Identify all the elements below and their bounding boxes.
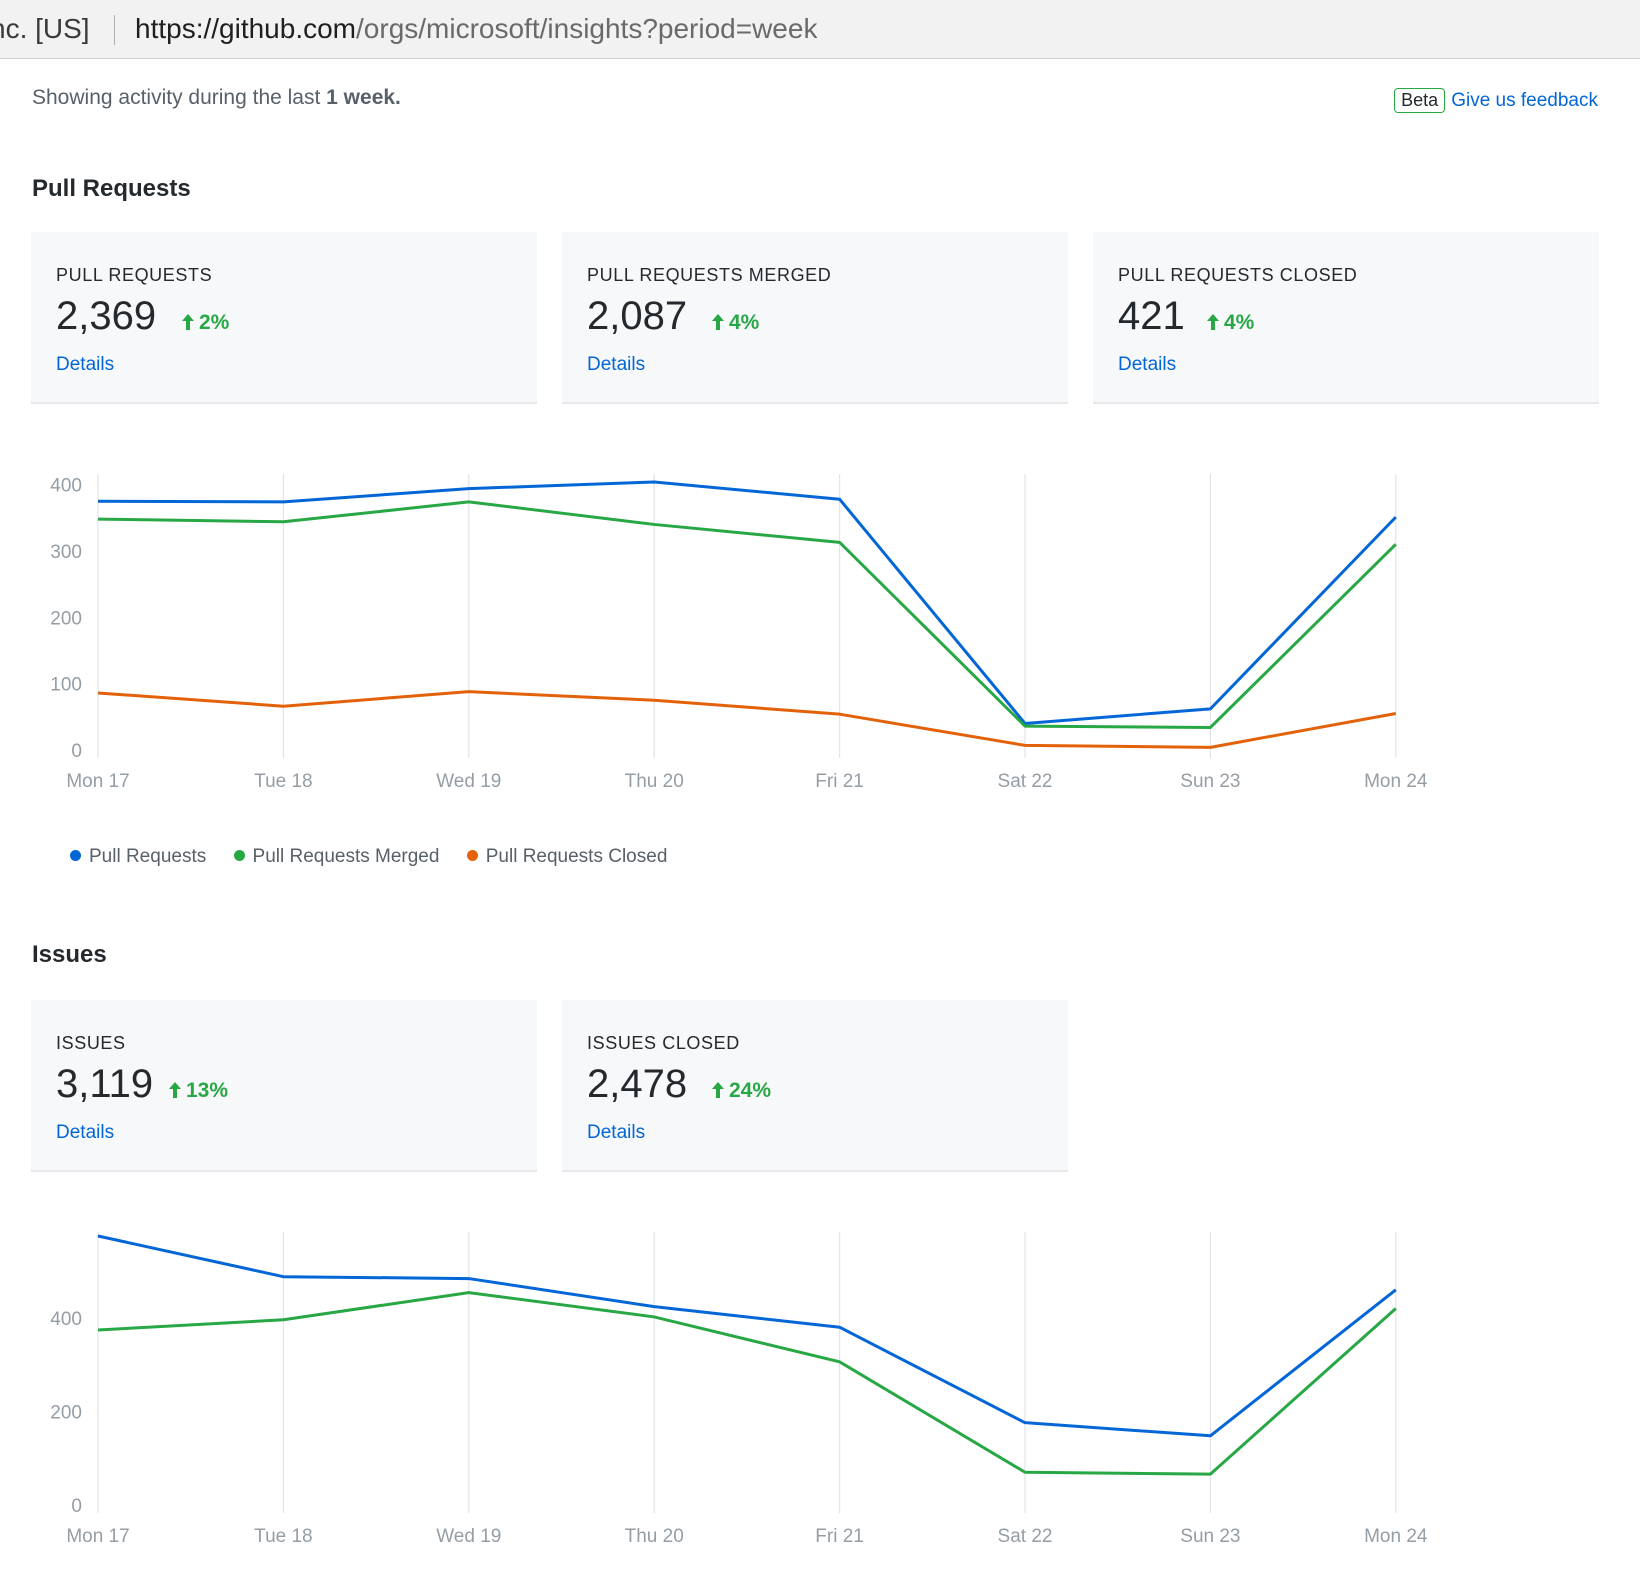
x-tick-label: Sun 23 — [1180, 1526, 1240, 1547]
legend-label: Pull Requests Merged — [252, 846, 440, 867]
series-line-0 — [97, 480, 1397, 725]
y-tick-label: 400 — [50, 476, 82, 497]
arrow-up-icon — [712, 314, 724, 330]
change-percent: 4% — [1224, 311, 1255, 334]
card-change: 4% — [712, 311, 759, 335]
legend-label: Pull Requests — [89, 846, 207, 867]
series-line-1 — [97, 1291, 1397, 1476]
x-tick-label: Thu 20 — [625, 1526, 684, 1547]
pull-requests-chart: Mon 17 Tue 18 Wed 19 Thu 20 Fri 21 Sat 22 Sun … — [50, 474, 1428, 792]
issues-chart: Mon 17 Tue 18 Wed 19 Thu 20 Fri 21 Sat 22 Sun … — [50, 1232, 1428, 1547]
card-label: PULL REQUESTS MERGED — [587, 265, 832, 285]
change-percent: 2% — [199, 311, 230, 334]
legend-dot — [233, 850, 245, 861]
card-change: 2% — [182, 311, 229, 335]
y-tick-label: 0 — [71, 1496, 82, 1517]
issues-heading: Issues — [32, 941, 107, 968]
activity-period: 1 week. — [326, 86, 401, 109]
beta-badge: Beta — [1394, 88, 1446, 113]
x-tick-label: Thu 20 — [625, 771, 684, 792]
details-link[interactable]: Details — [1118, 354, 1177, 375]
give-feedback-link[interactable]: Give us feedback — [1451, 90, 1598, 111]
series-line-1 — [97, 500, 1397, 729]
y-tick-label: 200 — [50, 1402, 82, 1423]
pull-requests-heading: Pull Requests — [32, 175, 191, 202]
url-host: https://github.com — [135, 13, 357, 44]
x-tick-label: Tue 18 — [254, 1526, 312, 1547]
url-text[interactable]: https://github.com/orgs/microsoft/insigh… — [135, 0, 817, 58]
card-value: 421 — [1118, 294, 1185, 338]
address-bar[interactable]: nc. [US] https://github.com/orgs/microso… — [0, 0, 1640, 59]
card-change: 13% — [169, 1079, 228, 1103]
details-link[interactable]: Details — [56, 354, 115, 375]
change-percent: 13% — [186, 1079, 229, 1102]
arrow-up-icon — [712, 1082, 724, 1098]
pull-requests-legend: Pull Requests Pull Requests Merged Pull … — [70, 846, 689, 868]
details-link[interactable]: Details — [587, 354, 646, 375]
issues-closed-card: ISSUES CLOSED 2,478 24% Details — [562, 1000, 1068, 1172]
x-tick-label: Mon 24 — [1364, 771, 1428, 792]
x-tick-label: Sat 22 — [998, 1526, 1053, 1547]
card-label: ISSUES — [56, 1033, 126, 1053]
card-label: ISSUES CLOSED — [587, 1033, 740, 1053]
card-label: PULL REQUESTS CLOSED — [1118, 265, 1358, 285]
series-line-2 — [97, 690, 1397, 749]
arrow-up-icon — [1207, 314, 1219, 330]
card-value: 3,119 — [56, 1062, 154, 1106]
y-tick-label: 100 — [50, 675, 82, 696]
feedback: Beta Give us feedback — [1394, 88, 1598, 113]
activity-summary: Showing activity during the last 1 week. — [32, 86, 401, 110]
legend-label: Pull Requests Closed — [485, 846, 668, 867]
legend-item-pull-requests-closed[interactable]: Pull Requests Closed — [466, 846, 668, 868]
details-link[interactable]: Details — [587, 1122, 646, 1143]
legend-item-pull-requests-merged[interactable]: Pull Requests Merged — [233, 846, 440, 868]
y-tick-label: 400 — [50, 1309, 82, 1330]
change-percent: 4% — [729, 311, 760, 334]
x-tick-label: Mon 17 — [66, 1526, 129, 1547]
legend-item-pull-requests[interactable]: Pull Requests — [70, 846, 206, 868]
arrow-up-icon — [182, 314, 194, 330]
y-tick-label: 0 — [71, 741, 82, 762]
x-tick-label: Mon 17 — [66, 771, 129, 792]
activity-prefix: Showing activity during the last — [32, 86, 321, 109]
x-tick-label: Wed 19 — [436, 1526, 501, 1547]
card-change: 4% — [1207, 311, 1254, 335]
card-label: PULL REQUESTS — [56, 265, 213, 285]
legend-dot — [70, 850, 81, 861]
issues-card: ISSUES 3,119 13% Details — [31, 1000, 537, 1172]
card-value: 2,478 — [587, 1062, 688, 1106]
x-tick-label: Sat 22 — [998, 771, 1053, 792]
address-divider — [114, 15, 115, 45]
legend-dot — [466, 850, 478, 861]
x-tick-label: Wed 19 — [436, 771, 501, 792]
pull-requests-closed-card: PULL REQUESTS CLOSED 421 4% Details — [1093, 232, 1599, 404]
card-change: 24% — [712, 1079, 771, 1103]
y-tick-label: 300 — [50, 542, 82, 563]
details-link[interactable]: Details — [56, 1122, 115, 1143]
pull-requests-merged-card: PULL REQUESTS MERGED 2,087 4% Details — [562, 232, 1068, 404]
card-value: 2,087 — [587, 294, 688, 338]
card-value: 2,369 — [56, 294, 157, 338]
x-tick-label: Fri 21 — [815, 771, 864, 792]
site-owner-label: nc. [US] — [0, 13, 90, 44]
x-tick-label: Tue 18 — [254, 771, 312, 792]
x-tick-label: Mon 24 — [1364, 1526, 1428, 1547]
x-tick-label: Fri 21 — [815, 1526, 864, 1547]
y-tick-label: 200 — [50, 608, 82, 629]
x-tick-label: Sun 23 — [1180, 771, 1240, 792]
url-path: /orgs/microsoft/insights?period=week — [356, 13, 818, 44]
change-percent: 24% — [729, 1079, 772, 1102]
arrow-up-icon — [169, 1082, 181, 1098]
pull-requests-card: PULL REQUESTS 2,369 2% Details — [31, 232, 537, 404]
series-line-0 — [97, 1234, 1397, 1438]
